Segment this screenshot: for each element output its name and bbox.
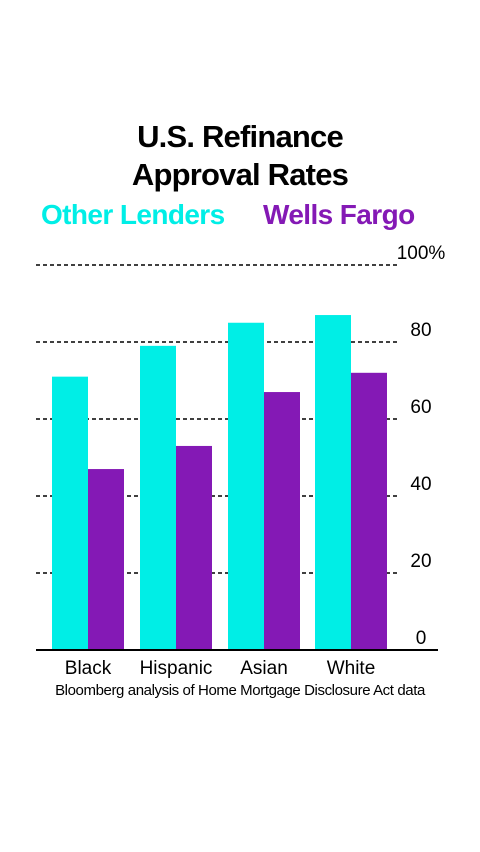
y-tick-label-60: 60 (410, 397, 431, 418)
y-tick-label-40: 40 (410, 474, 431, 495)
x-tick-label-asian: Asian (240, 658, 288, 679)
bar-wells-fargo-asian (264, 392, 300, 650)
bar-other-lenders-white (315, 315, 351, 650)
y-tick-label-0: 0 (416, 628, 427, 649)
x-tick-label-hispanic: Hispanic (140, 658, 213, 679)
bar-other-lenders-asian (228, 322, 264, 650)
bar-wells-fargo-hispanic (176, 445, 212, 650)
y-tick-label-100: 100% (397, 243, 446, 264)
legend-wells-fargo: Wells Fargo (263, 199, 415, 230)
chart-title-line-1: U.S. Refinance (137, 119, 344, 154)
bar-wells-fargo-white (351, 372, 387, 650)
bar-wells-fargo-black (88, 469, 124, 650)
bar-other-lenders-black (52, 376, 88, 650)
chart-title-line-2: Approval Rates (131, 157, 349, 192)
chart-title: U.S. Refinance Approval Rates (0, 118, 480, 194)
bar-other-lenders-hispanic (140, 345, 176, 650)
source-note: Bloomberg analysis of Home Mortgage Disc… (55, 682, 425, 699)
legend-other-lenders: Other Lenders (41, 199, 225, 230)
y-tick-label-20: 20 (410, 551, 431, 572)
y-tick-label-80: 80 (410, 320, 431, 341)
chart-legend: Other Lenders Wells Fargo (0, 199, 480, 239)
x-tick-label-black: Black (65, 658, 112, 679)
x-tick-label-white: White (327, 658, 376, 679)
bar-chart: 0 20 40 60 80 100% Black Hispanic Asian White (36, 243, 446, 679)
